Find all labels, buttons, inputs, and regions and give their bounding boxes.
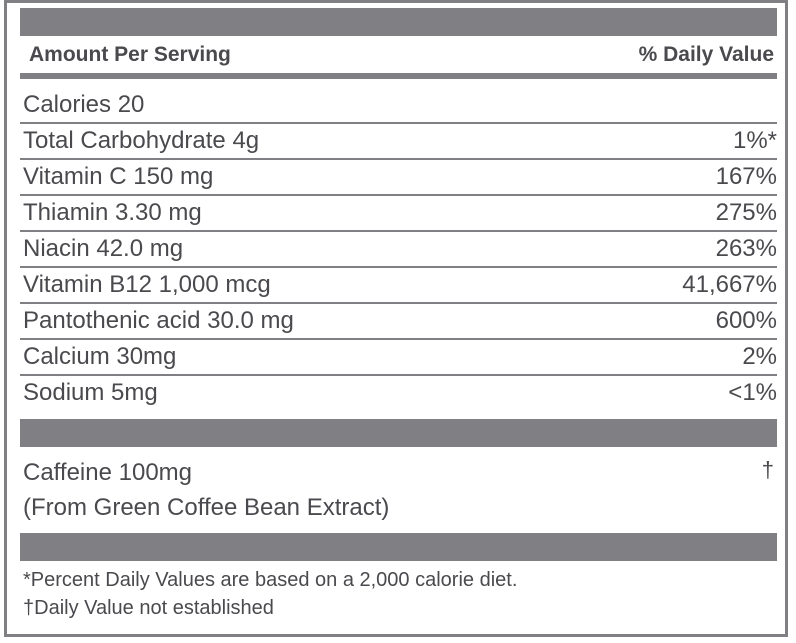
nutrient-name: Sodium 5mg xyxy=(23,379,158,406)
daily-value-heading: % Daily Value xyxy=(638,43,774,66)
nutrient-row-pantothenic-acid: Pantothenic acid 30.0 mg 600% xyxy=(20,304,777,340)
nutrient-daily-value: 1%* xyxy=(732,127,777,154)
nutrient-row-carbohydrate: Total Carbohydrate 4g 1%* xyxy=(20,124,777,160)
top-divider-bar xyxy=(20,8,777,36)
nutrient-name: Calories 20 xyxy=(23,91,145,118)
footnotes: *Percent Daily Values are based on a 2,0… xyxy=(20,566,777,622)
nutrient-daily-value: 275% xyxy=(715,199,777,226)
caffeine-source: (From Green Coffee Bean Extract) xyxy=(23,494,390,521)
nutrient-row-vitamin-b12: Vitamin B12 1,000 mcg 41,667% xyxy=(20,268,777,304)
nutrient-name: Total Carbohydrate 4g xyxy=(23,127,260,154)
nutrient-name: Vitamin B12 1,000 mcg xyxy=(23,271,271,298)
caffeine-amount: Caffeine 100mg xyxy=(23,459,193,486)
amount-per-serving-heading: Amount Per Serving xyxy=(29,43,231,66)
percent-daily-value-note: *Percent Daily Values are based on a 2,0… xyxy=(23,569,518,591)
nutrient-row-niacin: Niacin 42.0 mg 263% xyxy=(20,232,777,268)
nutrient-name: Niacin 42.0 mg xyxy=(23,235,184,262)
nutrient-row-calories: Calories 20 xyxy=(20,88,777,124)
nutrient-daily-value: 263% xyxy=(715,235,777,262)
nutrient-name: Thiamin 3.30 mg xyxy=(23,199,202,226)
nutrient-row-thiamin: Thiamin 3.30 mg 275% xyxy=(20,196,777,232)
nutrition-facts-panel: Amount Per Serving % Daily Value Calorie… xyxy=(4,0,788,637)
middle-divider-bar xyxy=(20,419,777,447)
nutrient-row-sodium: Sodium 5mg <1% xyxy=(20,376,777,410)
nutrient-daily-value: 41,667% xyxy=(682,271,777,298)
nutrient-row-calcium: Calcium 30mg 2% xyxy=(20,340,777,376)
nutrient-name: Calcium 30mg xyxy=(23,343,177,370)
nutrient-daily-value: 600% xyxy=(715,307,777,334)
nutrient-name: Vitamin C 150 mg xyxy=(23,163,214,190)
nutrient-daily-value: 167% xyxy=(715,163,777,190)
nutrient-daily-value: 2% xyxy=(742,343,777,370)
nutrient-name: Pantothenic acid 30.0 mg xyxy=(23,307,294,334)
nutrient-daily-value: <1% xyxy=(728,379,777,406)
caffeine-section: Caffeine 100mg (From Green Coffee Bean E… xyxy=(20,453,777,529)
nutrient-row-vitamin-c: Vitamin C 150 mg 167% xyxy=(20,160,777,196)
column-header: Amount Per Serving % Daily Value xyxy=(20,36,777,79)
nutrient-list: Calories 20 Total Carbohydrate 4g 1%* Vi… xyxy=(20,88,777,410)
dagger-mark: † xyxy=(761,457,774,482)
bottom-divider-bar xyxy=(20,533,777,561)
daily-value-not-established-note: †Daily Value not established xyxy=(23,597,274,619)
